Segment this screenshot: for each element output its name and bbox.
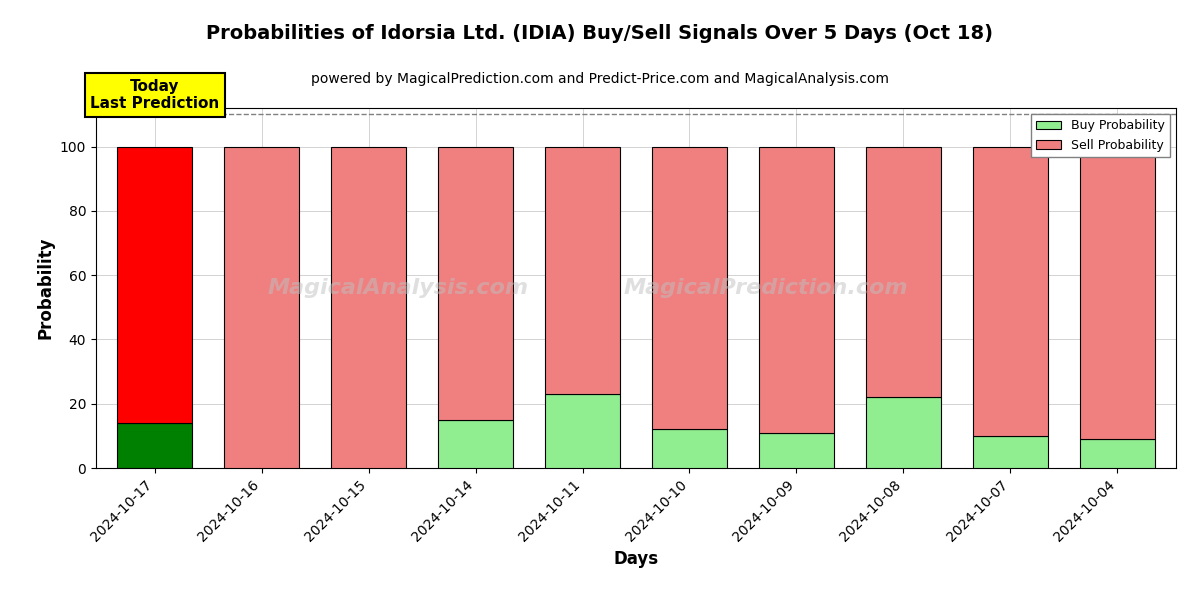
- Text: MagicalPrediction.com: MagicalPrediction.com: [623, 278, 908, 298]
- Bar: [973, 436, 1048, 468]
- Bar: [1080, 439, 1154, 468]
- X-axis label: Days: Days: [613, 550, 659, 568]
- Bar: [652, 430, 727, 468]
- Bar: [438, 146, 514, 420]
- Legend: Buy Probability, Sell Probability: Buy Probability, Sell Probability: [1031, 114, 1170, 157]
- Text: MagicalAnalysis.com: MagicalAnalysis.com: [268, 278, 529, 298]
- Bar: [118, 423, 192, 468]
- Text: powered by MagicalPrediction.com and Predict-Price.com and MagicalAnalysis.com: powered by MagicalPrediction.com and Pre…: [311, 72, 889, 86]
- Bar: [545, 394, 620, 468]
- Y-axis label: Probability: Probability: [36, 237, 54, 339]
- Text: Probabilities of Idorsia Ltd. (IDIA) Buy/Sell Signals Over 5 Days (Oct 18): Probabilities of Idorsia Ltd. (IDIA) Buy…: [206, 24, 994, 43]
- Bar: [973, 146, 1048, 436]
- Bar: [438, 420, 514, 468]
- Bar: [545, 146, 620, 394]
- Bar: [758, 433, 834, 468]
- Text: Today
Last Prediction: Today Last Prediction: [90, 79, 220, 111]
- Bar: [331, 146, 406, 468]
- Bar: [652, 146, 727, 430]
- Bar: [866, 397, 941, 468]
- Bar: [224, 146, 299, 468]
- Bar: [758, 146, 834, 433]
- Bar: [1080, 146, 1154, 439]
- Bar: [118, 146, 192, 423]
- Bar: [866, 146, 941, 397]
